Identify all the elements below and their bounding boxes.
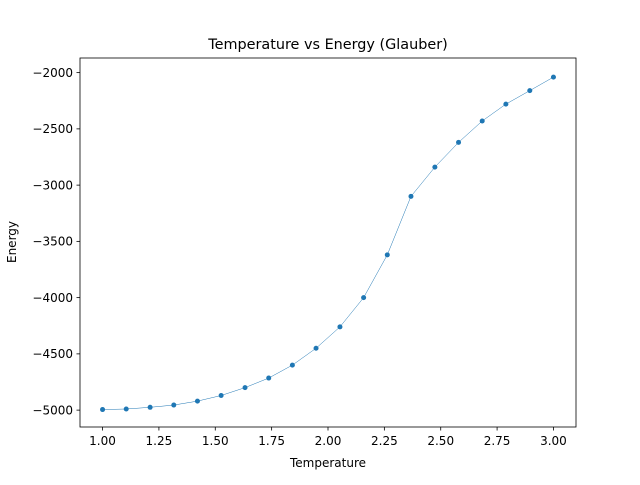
data-point [194, 398, 200, 404]
x-axis-label: Temperature [289, 456, 366, 470]
data-point [550, 74, 556, 80]
y-tick-label: −2500 [32, 122, 73, 136]
data-point [242, 385, 248, 391]
y-tick-label: −3000 [32, 178, 73, 192]
x-tick-label: 1.00 [89, 434, 116, 448]
data-point [527, 88, 533, 94]
data-point [361, 295, 367, 301]
data-point [147, 404, 153, 410]
data-point [100, 407, 106, 413]
data-point [479, 118, 485, 124]
x-tick-label: 2.25 [371, 434, 398, 448]
data-point [432, 164, 438, 170]
x-tick-label: 2.75 [484, 434, 511, 448]
plot-area: 1.00 1.25 1.50 1.75 2.00 2.25 2.50 2.75 3.00 −500… [32, 57, 577, 448]
data-point [123, 406, 129, 412]
y-tick-label: −2000 [32, 66, 73, 80]
y-tick-label: −4000 [32, 291, 73, 305]
x-tick-label: 3.00 [540, 434, 567, 448]
chart-title: Temperature vs Energy (Glauber) [207, 37, 448, 53]
y-tick-label: −5000 [32, 403, 73, 417]
data-point [456, 139, 462, 145]
y-axis-label: Energy [5, 221, 19, 263]
data-point [218, 393, 224, 398]
series-line-0 [102, 76, 554, 410]
data-point [266, 375, 272, 381]
data-point [384, 252, 390, 258]
data-point [171, 402, 177, 408]
x-tick-label: 1.25 [146, 434, 173, 448]
data-point [313, 345, 319, 351]
y-tick-label: −4500 [32, 347, 73, 361]
y-tick-label: −3500 [32, 235, 73, 249]
data-point [289, 362, 295, 368]
data-point [503, 101, 509, 107]
data-point [337, 324, 343, 330]
data-point [408, 193, 414, 199]
x-tick-label: 2.50 [427, 434, 454, 448]
x-tick-label: 2.00 [315, 434, 342, 448]
x-tick-label: 1.75 [258, 434, 285, 448]
x-tick-label: 1.50 [202, 434, 229, 448]
